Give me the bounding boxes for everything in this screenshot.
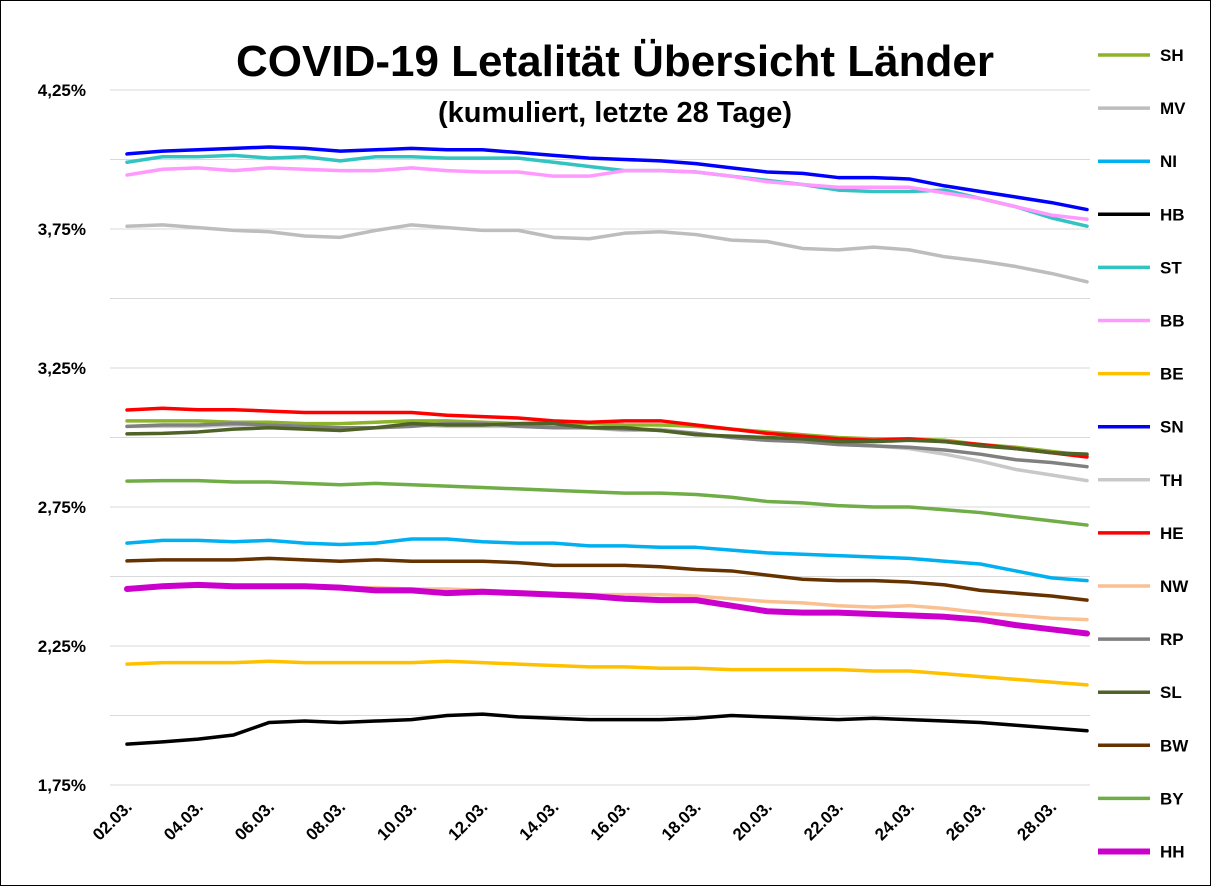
legend-label: MV <box>1160 99 1186 118</box>
series-line <box>125 659 1089 687</box>
legend-label: SH <box>1160 46 1184 65</box>
y-tick-label: 2,25% <box>38 637 86 656</box>
series-line <box>125 145 1089 212</box>
legend-label: NW <box>1160 577 1189 596</box>
legend-label: TH <box>1160 471 1183 490</box>
series-line <box>125 223 1089 284</box>
y-tick-label: 3,75% <box>38 220 86 239</box>
legend-label: BY <box>1160 789 1184 808</box>
legend-label: SL <box>1160 683 1182 702</box>
legend-label: NI <box>1160 152 1177 171</box>
series-line <box>125 556 1089 602</box>
y-tick-label: 1,75% <box>38 776 86 795</box>
chart-title: COVID-19 Letalität Übersicht Länder <box>236 37 994 86</box>
legend-label: ST <box>1160 258 1182 277</box>
series-line <box>125 712 1089 746</box>
chart-subtitle: (kumuliert, letzte 28 Tage) <box>438 97 792 129</box>
series-line <box>125 478 1089 527</box>
legend-label: BE <box>1160 365 1184 384</box>
legend-label: BB <box>1160 312 1185 331</box>
series-line <box>125 166 1089 222</box>
legend-label: HH <box>1160 843 1185 862</box>
y-tick-label: 2,75% <box>38 498 86 517</box>
series-line <box>124 581 1090 637</box>
legend-label: RP <box>1160 630 1184 649</box>
legend-label: HE <box>1160 524 1184 543</box>
legend-label: HB <box>1160 205 1185 224</box>
y-tick-label: 3,25% <box>38 359 86 378</box>
legend-label: BW <box>1160 736 1189 755</box>
y-tick-label: 4,25% <box>38 81 86 100</box>
series-line <box>125 537 1089 583</box>
legend-label: SN <box>1160 418 1184 437</box>
series-line <box>125 421 1089 456</box>
